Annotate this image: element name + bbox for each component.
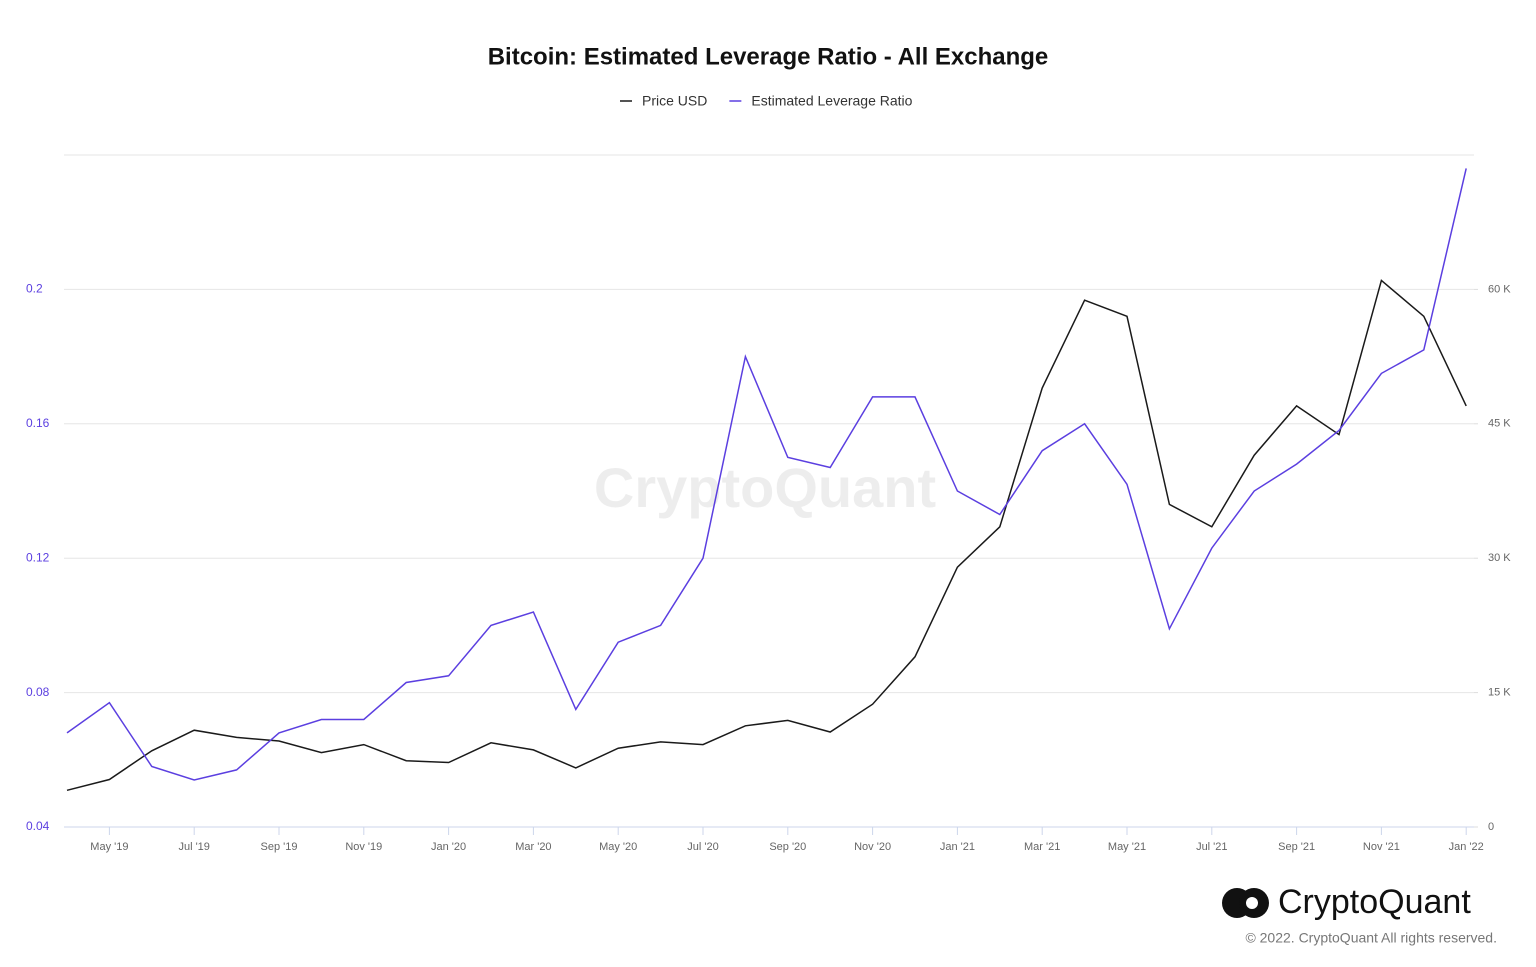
x-tick-label: Sep '21 bbox=[1278, 841, 1315, 853]
logo: CryptoQuant bbox=[1222, 883, 1471, 921]
x-tick-label: Nov '21 bbox=[1363, 841, 1400, 853]
x-tick-label: Jan '20 bbox=[431, 841, 466, 853]
x-tick-label: Jul '19 bbox=[178, 841, 209, 853]
x-tick-label: Jul '21 bbox=[1196, 841, 1227, 853]
watermark: CryptoQuant bbox=[594, 456, 936, 519]
x-tick-label: Nov '20 bbox=[854, 841, 891, 853]
legend-label: Estimated Leverage Ratio bbox=[751, 93, 912, 109]
logo-icon bbox=[1246, 897, 1258, 909]
series-line bbox=[66, 279, 1467, 792]
x-tick-label: Jan '21 bbox=[940, 841, 975, 853]
y-tick-label: 0.2 bbox=[26, 282, 43, 296]
copyright: © 2022. CryptoQuant All rights reserved. bbox=[1245, 930, 1497, 946]
series-line bbox=[66, 168, 1467, 781]
x-tick-label: Sep '20 bbox=[769, 841, 806, 853]
x-tick-label: Mar '20 bbox=[515, 841, 551, 853]
y2-tick-label: 30 K bbox=[1488, 552, 1511, 564]
y-tick-label: 0.16 bbox=[26, 416, 50, 430]
x-tick-label: May '21 bbox=[1108, 841, 1146, 853]
x-tick-label: Sep '19 bbox=[261, 841, 298, 853]
y2-tick-label: 15 K bbox=[1488, 687, 1511, 699]
y2-tick-label: 45 K bbox=[1488, 418, 1511, 430]
y2-tick-label: 0 bbox=[1488, 821, 1494, 833]
legend-label: Price USD bbox=[642, 93, 707, 109]
x-tick-label: Jan '22 bbox=[1449, 841, 1484, 853]
brand: CryptoQuant bbox=[1278, 883, 1471, 921]
y-tick-label: 0.12 bbox=[26, 550, 50, 564]
y2-tick-label: 60 K bbox=[1488, 283, 1511, 295]
y-tick-label: 0.04 bbox=[26, 819, 50, 833]
y-tick-label: 0.08 bbox=[26, 685, 50, 699]
x-tick-label: May '20 bbox=[599, 841, 637, 853]
x-tick-label: Jul '20 bbox=[687, 841, 718, 853]
x-tick-label: May '19 bbox=[90, 841, 128, 853]
x-tick-label: Mar '21 bbox=[1024, 841, 1060, 853]
chart-title: Bitcoin: Estimated Leverage Ratio - All … bbox=[488, 43, 1049, 70]
x-tick-label: Nov '19 bbox=[345, 841, 382, 853]
